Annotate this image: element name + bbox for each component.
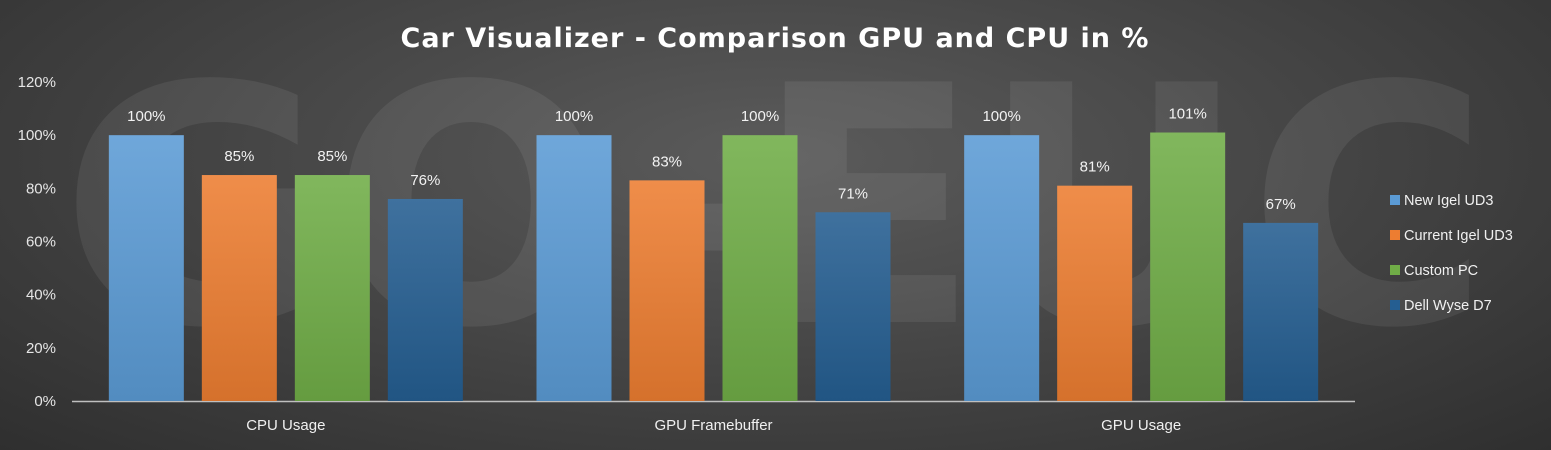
data-label: 100% — [555, 108, 593, 125]
data-label: 85% — [224, 148, 254, 165]
bar[interactable] — [1057, 185, 1133, 401]
y-tick-label: 80% — [26, 180, 56, 197]
legend-swatch — [1390, 195, 1400, 205]
y-tick-label: 60% — [26, 234, 56, 251]
bar[interactable] — [722, 135, 798, 401]
legend-label: Dell Wyse D7 — [1404, 298, 1492, 314]
y-tick-label: 100% — [18, 127, 56, 144]
bar[interactable] — [629, 180, 705, 401]
legend-label: Custom PC — [1404, 263, 1478, 279]
data-label: 100% — [982, 108, 1020, 125]
x-tick-label: GPU Framebuffer — [654, 417, 772, 434]
legend-item[interactable]: New Igel UD3 — [1390, 193, 1493, 209]
bar[interactable] — [387, 198, 463, 401]
data-label: 100% — [741, 108, 779, 125]
data-label: 76% — [410, 172, 440, 189]
data-label: 83% — [652, 153, 682, 170]
legend[interactable]: New Igel UD3 Current Igel UD3 Custom PC Del… — [1390, 193, 1513, 314]
legend-item[interactable]: Dell Wyse D7 — [1390, 298, 1492, 314]
data-label: 67% — [1266, 196, 1296, 213]
x-tick-label: CPU Usage — [246, 417, 325, 434]
legend-item[interactable]: Custom PC — [1390, 263, 1478, 279]
y-tick-label: 120% — [18, 74, 56, 91]
bar[interactable] — [201, 175, 277, 401]
y-tick-label: 20% — [26, 340, 56, 357]
bar[interactable] — [108, 135, 184, 401]
bar[interactable] — [815, 212, 891, 401]
y-tick-label: 40% — [26, 287, 56, 304]
bar[interactable] — [964, 135, 1040, 401]
legend-label: Current Igel UD3 — [1404, 228, 1513, 244]
data-label: 81% — [1080, 159, 1110, 176]
x-tick-label: GPU Usage — [1101, 417, 1181, 434]
bar[interactable] — [536, 135, 612, 401]
data-label: 85% — [317, 148, 347, 165]
legend-label: New Igel UD3 — [1404, 193, 1493, 209]
legend-swatch — [1390, 230, 1400, 240]
data-label: 101% — [1168, 106, 1206, 123]
bar[interactable] — [1243, 222, 1319, 401]
y-tick-label: 0% — [34, 393, 56, 410]
y-axis: 0% 20% 40% 60% 80% 100% 120% — [18, 74, 56, 410]
chart-title: Car Visualizer - Comparison GPU and CPU … — [401, 23, 1150, 54]
data-label: 71% — [838, 185, 868, 202]
bar[interactable] — [294, 175, 370, 401]
legend-swatch — [1390, 265, 1400, 275]
bars-group: 100% 85% 85% 76% 100% 83% 100% 71% 100% 81% 101% 67… — [108, 106, 1319, 401]
bar[interactable] — [1150, 132, 1226, 401]
legend-swatch — [1390, 300, 1400, 310]
data-label: 100% — [127, 108, 165, 125]
legend-item[interactable]: Current Igel UD3 — [1390, 228, 1513, 244]
x-axis: CPU Usage GPU Framebuffer GPU Usage — [72, 400, 1355, 434]
